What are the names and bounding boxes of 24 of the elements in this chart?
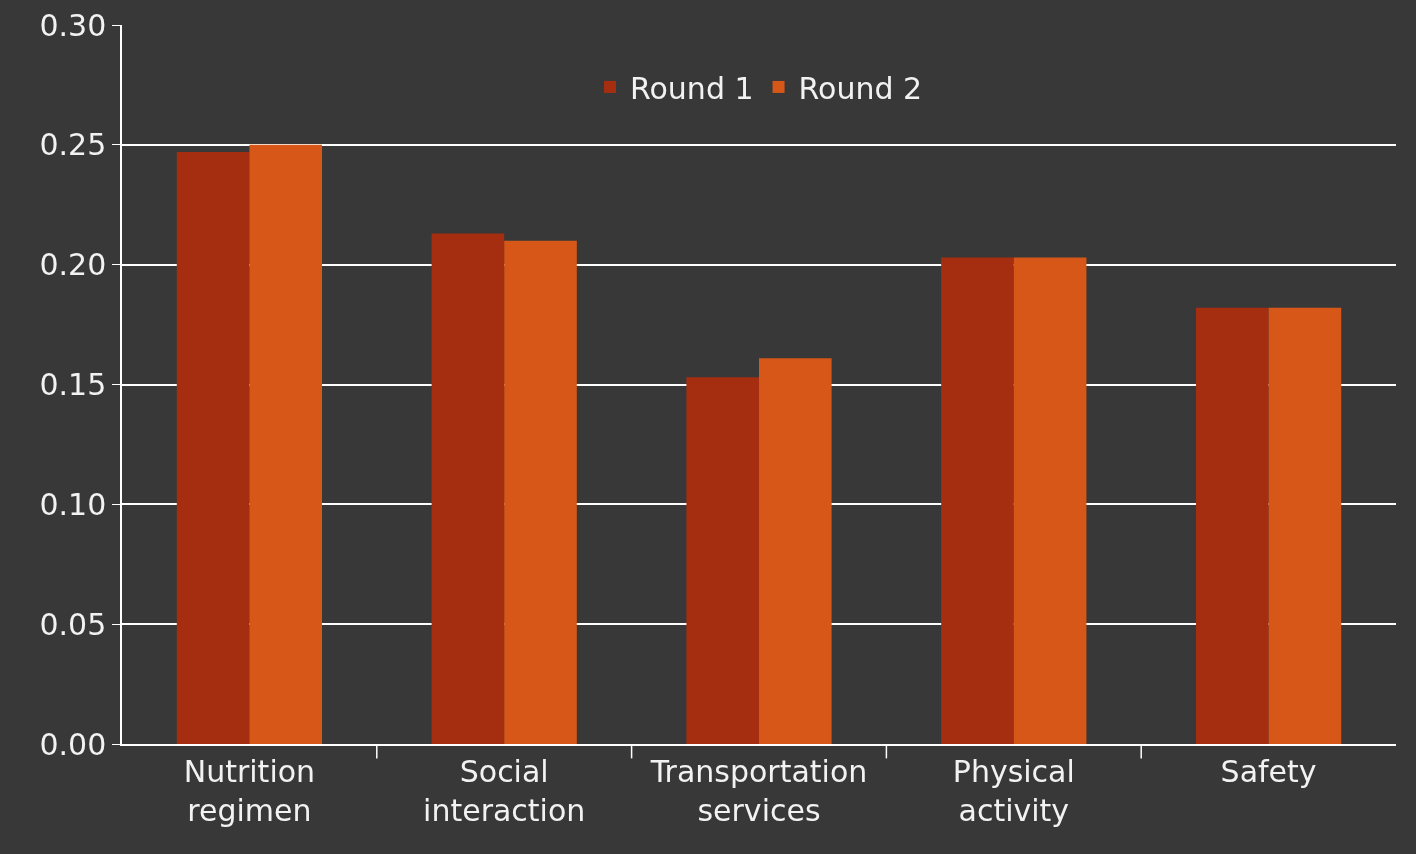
x-tick-label: Transportation services <box>649 753 868 828</box>
bar <box>759 358 832 744</box>
x-tick-label: Nutrition regimen <box>183 753 316 828</box>
bar <box>431 233 505 744</box>
bar <box>176 152 250 744</box>
y-tick-label: 0.10 <box>39 486 107 522</box>
bar <box>249 144 323 744</box>
legend-label: Round 2 <box>798 70 923 106</box>
y-tick-label: 0.00 <box>39 726 107 762</box>
y-tick-label: 0.15 <box>39 367 107 402</box>
bar <box>941 257 1014 744</box>
x-tick-label: Physical activity <box>952 753 1075 828</box>
bar <box>1268 307 1342 744</box>
y-tick-label: 0.25 <box>39 127 107 163</box>
legend-label: Round 1 <box>630 70 754 106</box>
x-tick-label: Social interaction <box>423 753 586 828</box>
bar <box>686 377 759 744</box>
bar <box>1013 257 1087 744</box>
bar <box>504 240 577 744</box>
y-tick-label: 0.05 <box>39 606 107 642</box>
bar <box>1195 307 1269 744</box>
y-tick-label: 0.30 <box>39 7 107 43</box>
y-tick-label: 0.20 <box>39 247 107 283</box>
x-tick-label: Safety <box>1220 753 1317 789</box>
